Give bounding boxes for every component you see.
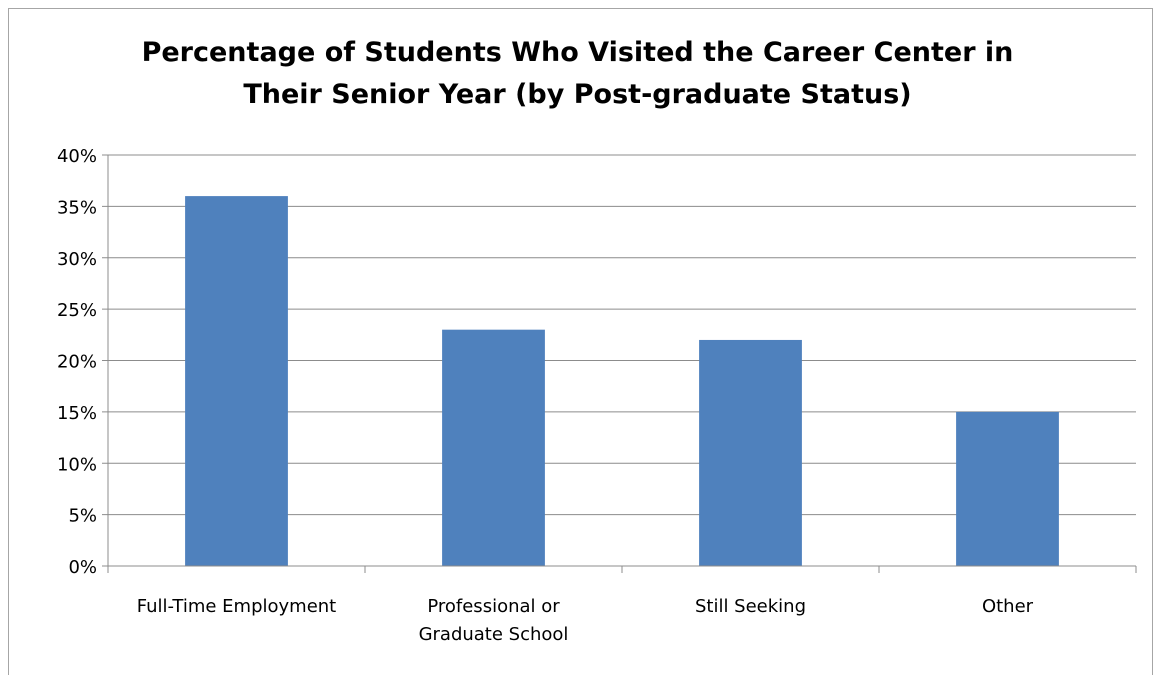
- y-tick-label-15: 15%: [57, 403, 97, 424]
- axes: [102, 154, 1137, 573]
- x-tick-label-2: Still Seeking: [695, 596, 806, 617]
- y-tick-label-10: 10%: [57, 454, 97, 475]
- bars: [185, 196, 1059, 566]
- y-tick-label-40: 40%: [57, 146, 97, 167]
- bar-0: [185, 196, 288, 566]
- chart-title-line-2: Their Senior Year (by Post-graduate Stat…: [243, 79, 912, 110]
- tick-labels: 0% 5% 10% 15% 20% 25% 30% 35% 40% Full-Time Emplo…: [57, 146, 1034, 645]
- x-tick-label-1-line-2: Graduate School: [419, 624, 569, 645]
- x-tick-label-3: Other: [982, 596, 1034, 617]
- chart-title: Percentage of Students Who Visited the C…: [0, 32, 1155, 116]
- chart-title-line-1: Percentage of Students Who Visited the C…: [141, 37, 1014, 68]
- y-tick-label-5: 5%: [68, 506, 97, 527]
- bar-3: [956, 411, 1059, 566]
- y-tick-label-20: 20%: [57, 352, 97, 373]
- y-tick-label-0: 0%: [68, 557, 97, 578]
- y-tick-label-30: 30%: [57, 249, 97, 270]
- bar-1: [442, 329, 545, 566]
- bar-2: [699, 339, 802, 566]
- y-tick-label-25: 25%: [57, 300, 97, 321]
- y-tick-label-35: 35%: [57, 197, 97, 218]
- x-tick-label-1-line-1: Professional or: [427, 596, 560, 617]
- x-tick-label-0: Full-Time Employment: [137, 596, 336, 617]
